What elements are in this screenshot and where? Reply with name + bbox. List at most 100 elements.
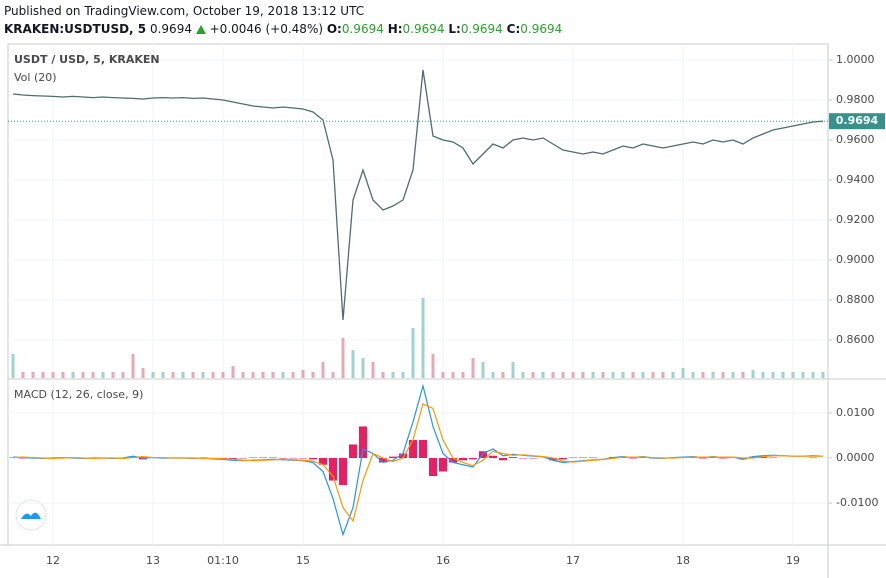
- y-tick-label: 0.0100: [836, 406, 875, 419]
- header: Published on TradingView.com, October 19…: [4, 2, 562, 38]
- volume-bar: [731, 372, 735, 378]
- symbol: KRAKEN:USDTUSD, 5: [4, 22, 147, 36]
- macd-histogram-bar: [389, 456, 397, 458]
- volume-bar: [651, 372, 655, 378]
- macd-histogram-bar: [339, 457, 347, 486]
- volume-bar: [621, 372, 625, 378]
- volume-bar: [781, 372, 785, 378]
- macd-histogram-bar: [399, 453, 407, 458]
- volume-bar: [341, 338, 345, 378]
- volume-bar: [51, 372, 55, 378]
- macd-histogram-bar: [139, 457, 147, 460]
- y-tick-label: 0.8800: [836, 293, 875, 306]
- volume-bar: [531, 372, 535, 378]
- volume-bar: [291, 372, 295, 378]
- c-value: 0.9694: [520, 22, 563, 36]
- y-tick-label: 0.9000: [836, 253, 875, 266]
- change: +0.0046 (+0.48%): [209, 22, 324, 36]
- volume-bar: [271, 372, 275, 378]
- volume-bar: [11, 354, 15, 378]
- volume-bar: [141, 368, 145, 378]
- volume-bar: [611, 372, 615, 378]
- volume-bar: [791, 372, 795, 378]
- x-tick-label: 01:10: [207, 554, 239, 567]
- volume-bar: [401, 372, 405, 378]
- volume-bar: [721, 372, 725, 378]
- volume-bar: [821, 372, 825, 378]
- volume-bar: [811, 372, 815, 378]
- volume-bar: [211, 372, 215, 378]
- macd-histogram-bar: [499, 457, 507, 461]
- volume-bar: [491, 372, 495, 378]
- volume-bar: [61, 372, 65, 378]
- x-tick-label: 17: [566, 554, 580, 567]
- volume-bar: [411, 328, 415, 378]
- c-label: C:: [506, 22, 521, 36]
- last-price-box: [829, 113, 885, 130]
- volume-bar: [171, 372, 175, 378]
- volume-bar: [681, 368, 685, 378]
- volume-bar: [371, 362, 375, 378]
- volume-bar: [451, 372, 455, 378]
- macd-histogram-bar: [549, 457, 557, 461]
- price: 0.9694: [149, 22, 192, 36]
- volume-bar: [71, 372, 75, 378]
- y-tick-label: -0.0100: [836, 496, 878, 509]
- price-line: [12, 69, 824, 321]
- volume-bar: [231, 366, 235, 378]
- macd-histogram-bar: [409, 439, 417, 458]
- volume-bar: [281, 372, 285, 378]
- volume-bar: [301, 370, 305, 378]
- volume-bar: [461, 372, 465, 378]
- macd-histogram-bar: [749, 456, 757, 458]
- macd-histogram-bar: [379, 457, 387, 463]
- volume-bar: [321, 362, 325, 378]
- volume-bar: [191, 372, 195, 378]
- volume-bar: [441, 372, 445, 378]
- panel-title: USDT / USD, 5, KRAKEN: [14, 53, 160, 66]
- macd-line: [12, 383, 824, 537]
- volume-bar: [431, 354, 435, 378]
- volume-bar: [691, 372, 695, 378]
- macd-histogram-bar: [449, 457, 457, 463]
- x-tick-label: 13: [146, 554, 160, 567]
- logo: [15, 499, 47, 531]
- l-label: L:: [448, 22, 461, 36]
- volume-bar: [591, 372, 595, 378]
- volume-bar: [471, 358, 475, 378]
- h-label: H:: [387, 22, 403, 36]
- macd-histogram-bar: [739, 457, 747, 460]
- volume-bar: [241, 372, 245, 378]
- macd-line: [12, 403, 823, 523]
- volume-bar: [311, 372, 315, 378]
- macd-histogram-bar: [419, 439, 427, 458]
- y-tick-label: 0.9600: [836, 133, 875, 146]
- o-value: 0.9694: [341, 22, 384, 36]
- o-label: O:: [326, 22, 342, 36]
- y-tick-label: 0.8600: [836, 333, 875, 346]
- macd-histogram-bar: [559, 457, 567, 460]
- volume-bar: [111, 372, 115, 378]
- y-tick-label: 0.9400: [836, 173, 875, 186]
- volume-bar: [351, 350, 355, 378]
- y-tick-label: 0.9200: [836, 213, 875, 226]
- volume-bar: [701, 372, 705, 378]
- volume-bar: [801, 372, 805, 378]
- panel-title: MACD (12, 26, close, 9): [14, 388, 143, 401]
- l-value: 0.9694: [460, 22, 503, 36]
- last-price-label: 0.9694: [836, 114, 879, 127]
- volume-bar: [101, 372, 105, 378]
- macd-histogram-bar: [309, 457, 317, 460]
- h-value: 0.9694: [402, 22, 445, 36]
- macd-histogram-bar: [229, 457, 237, 459]
- volume-bar: [511, 362, 515, 378]
- y-tick-label: 0.9800: [836, 93, 875, 106]
- volume-bar: [21, 372, 25, 378]
- y-tick-label: 1.0000: [836, 53, 875, 66]
- volume-bar: [631, 372, 635, 378]
- published: Published on TradingView.com, October 19…: [4, 4, 365, 18]
- volume-bar: [601, 372, 605, 378]
- volume-bar: [261, 372, 265, 378]
- macd-histogram-bar: [489, 455, 497, 458]
